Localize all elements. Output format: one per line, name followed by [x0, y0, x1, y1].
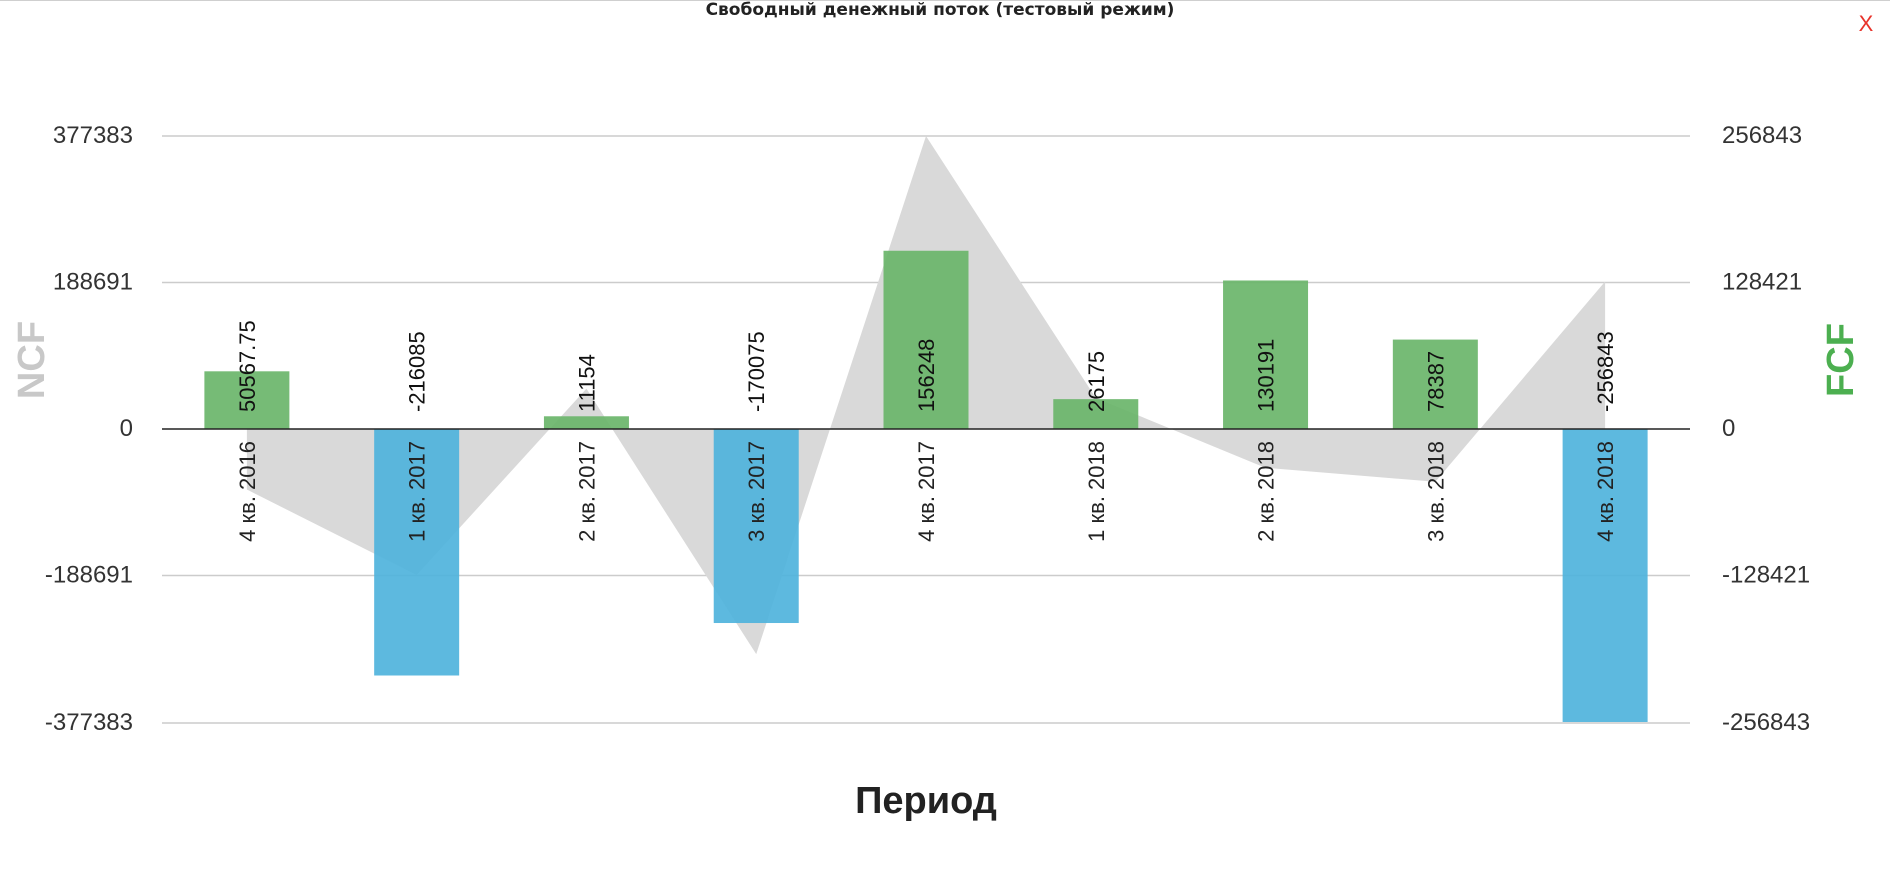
category-label: 2 кв. 2018 [1254, 441, 1279, 542]
category-label: 1 кв. 2018 [1084, 441, 1109, 542]
category-label: 3 кв. 2018 [1423, 441, 1448, 542]
left-axis-title: NCF [11, 321, 53, 399]
bar-value-label: 26175 [1084, 351, 1109, 412]
fcf-bar[interactable] [1053, 399, 1139, 429]
left-axis-tick-label: 377383 [53, 122, 133, 149]
category-label: 2 кв. 2017 [574, 441, 599, 542]
close-button[interactable]: X [1858, 11, 1874, 36]
left-axis-tick-label: -188691 [45, 562, 133, 589]
fcf-bar[interactable] [374, 429, 460, 676]
dialog-title: Свободный денежный поток (тестовый режим… [705, 0, 1175, 20]
window-top-border [0, 0, 1890, 1]
bar-value-label: 11154 [574, 354, 599, 412]
fcf-bars [204, 250, 1648, 722]
bar-value-label: 78387 [1423, 351, 1448, 412]
right-axis-ticks: 256843 128421 0 -128421 -256843 [1722, 122, 1810, 736]
bar-value-labels: 50567.75 -216085 11154 -170075 156248 26175 13… [235, 320, 1618, 412]
left-axis-tick-label: 188691 [53, 269, 133, 296]
left-axis-tick-label: -377383 [45, 709, 133, 736]
category-label: 4 кв. 2017 [914, 441, 939, 542]
left-axis-ticks: 377383 188691 0 -188691 -377383 [45, 122, 133, 736]
bar-value-label: 130191 [1254, 339, 1279, 412]
bar-value-label: -216085 [405, 331, 430, 412]
fcf-bar[interactable] [204, 371, 290, 429]
right-axis-title: FCF [1820, 323, 1862, 397]
fcf-bar[interactable] [713, 429, 799, 624]
fcf-bar[interactable] [883, 250, 969, 429]
right-axis-tick-label: 0 [1722, 415, 1735, 442]
right-axis-tick-label: 256843 [1722, 122, 1802, 149]
category-label: 4 кв. 2018 [1593, 441, 1618, 542]
bar-value-label: 156248 [914, 339, 939, 412]
right-axis-tick-label: 128421 [1722, 269, 1802, 296]
category-labels: 4 кв. 2016 1 кв. 2017 2 кв. 2017 3 кв. 2017… [235, 441, 1618, 542]
category-label: 3 кв. 2017 [744, 441, 769, 542]
bar-value-label: 50567.75 [235, 320, 260, 412]
category-label: 4 кв. 2016 [235, 441, 260, 542]
x-axis-title: Период [855, 780, 997, 822]
fcf-bar[interactable] [543, 416, 629, 429]
bar-value-label: -170075 [744, 331, 769, 412]
right-axis-tick-label: -128421 [1722, 562, 1810, 589]
right-axis-tick-label: -256843 [1722, 709, 1810, 736]
fcf-bar[interactable] [1562, 429, 1648, 722]
fcf-bar[interactable] [1223, 280, 1309, 429]
category-label: 1 кв. 2017 [405, 441, 430, 542]
bar-value-label: -256843 [1593, 331, 1618, 412]
left-axis-tick-label: 0 [120, 415, 133, 442]
fcf-bar[interactable] [1392, 339, 1478, 429]
